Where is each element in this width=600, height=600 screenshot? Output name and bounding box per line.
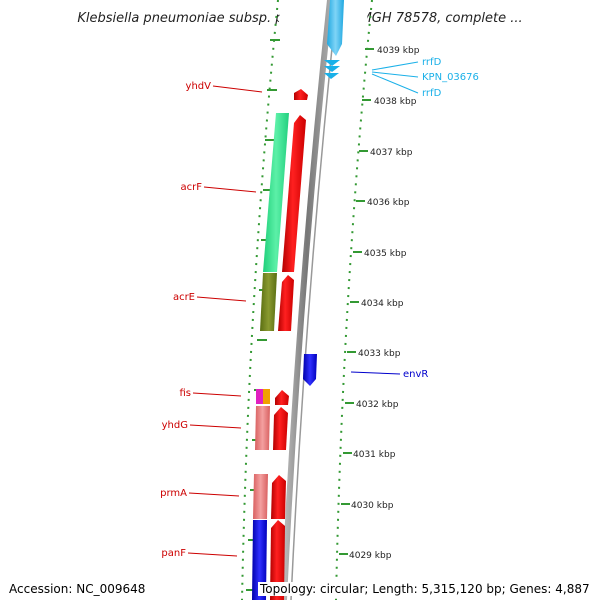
leader-line bbox=[196, 296, 247, 302]
gene-label-acrF[interactable]: acrF bbox=[181, 182, 203, 193]
leader-line bbox=[212, 85, 263, 93]
scale-label: 4033 kbp bbox=[358, 349, 401, 359]
scale-label: 4039 kbp bbox=[377, 46, 420, 56]
genome-summary: Topology: circular; Length: 5,315,120 bp… bbox=[258, 582, 592, 596]
scale-label: 4032 kbp bbox=[356, 400, 399, 410]
gene-fis[interactable] bbox=[256, 389, 263, 404]
rna-feature[interactable] bbox=[324, 60, 340, 66]
gene-panF[interactable] bbox=[252, 520, 267, 600]
scale-label: 4038 kbp bbox=[374, 97, 417, 107]
scale-label: 4034 kbp bbox=[361, 299, 404, 309]
gene-prmA-strand[interactable] bbox=[271, 475, 286, 519]
gene-label-rrfD[interactable]: rrfD bbox=[422, 57, 442, 68]
gene-label-rrfD[interactable]: rrfD bbox=[422, 88, 442, 99]
leader-line bbox=[350, 371, 401, 375]
gene-acrF-strand[interactable] bbox=[282, 115, 306, 272]
gene-envR[interactable] bbox=[303, 354, 317, 386]
scale-label: 4036 kbp bbox=[367, 198, 410, 208]
leader-line bbox=[189, 424, 242, 429]
gene-panF-strand[interactable] bbox=[270, 520, 285, 600]
gene-fis-adjacent[interactable] bbox=[263, 389, 270, 404]
gene-acrF[interactable] bbox=[263, 113, 289, 272]
gene-label-fis[interactable]: fis bbox=[179, 388, 191, 399]
accession-label: Accession: NC_009648 bbox=[9, 582, 146, 596]
gene-label-yhdV[interactable]: yhdV bbox=[186, 81, 212, 92]
gene-label-prmA[interactable]: prmA bbox=[160, 488, 187, 499]
leader-line bbox=[371, 71, 419, 78]
scale-label: 4037 kbp bbox=[370, 148, 413, 158]
scale-label: 4035 kbp bbox=[364, 249, 407, 259]
scale-label: 4031 kbp bbox=[353, 450, 396, 460]
rna-feature[interactable] bbox=[324, 66, 340, 72]
gene-fis-strand[interactable] bbox=[275, 390, 289, 405]
rna-feature-large[interactable] bbox=[327, 0, 344, 56]
gene-label-KPN_03676[interactable]: KPN_03676 bbox=[422, 72, 479, 83]
gene-label-acrE[interactable]: acrE bbox=[173, 292, 195, 303]
leader-line bbox=[203, 186, 257, 193]
gene-label-yhdG[interactable]: yhdG bbox=[162, 420, 188, 431]
scale-label: 4029 kbp bbox=[349, 551, 392, 561]
gene-yhdV[interactable] bbox=[294, 89, 308, 100]
gene-acrE-strand[interactable] bbox=[278, 275, 294, 331]
leader-line bbox=[192, 392, 242, 397]
gene-label-envR[interactable]: envR bbox=[403, 369, 428, 380]
rna-feature[interactable] bbox=[324, 73, 339, 79]
scale-label: 4030 kbp bbox=[351, 501, 394, 511]
gene-label-panF[interactable]: panF bbox=[161, 548, 186, 559]
right-ticks bbox=[339, 48, 374, 555]
leader-line bbox=[371, 61, 419, 71]
gene-yhdG[interactable] bbox=[255, 406, 270, 450]
leader-line bbox=[371, 73, 419, 94]
gene-prmA[interactable] bbox=[253, 474, 268, 519]
leader-line bbox=[188, 492, 240, 497]
leader-line bbox=[187, 552, 238, 557]
gene-yhdG-strand[interactable] bbox=[273, 407, 288, 450]
backbone-inner bbox=[290, 0, 338, 600]
gene-acrE[interactable] bbox=[260, 273, 277, 331]
backbone bbox=[281, 0, 333, 600]
